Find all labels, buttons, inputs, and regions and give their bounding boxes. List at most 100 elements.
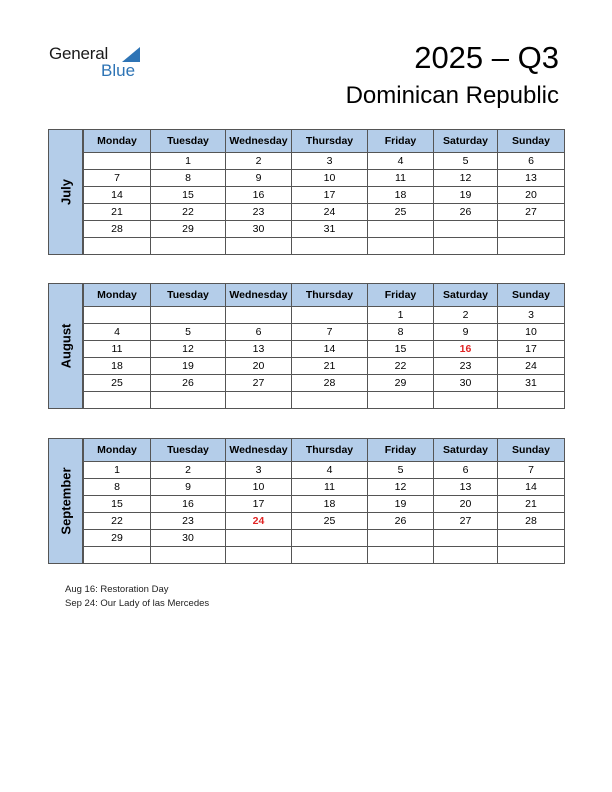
weekday-header: Saturday <box>433 129 498 153</box>
weekday-header-row: Monday Tuesday Wednesday Thursday Friday Satu… <box>83 438 565 462</box>
weekday-header-row: Monday Tuesday Wednesday Thursday Friday Satu… <box>83 283 565 307</box>
day-cell <box>497 546 565 564</box>
day-cell: 15 <box>150 186 226 204</box>
day-cell: 25 <box>367 203 434 221</box>
day-cell: 10 <box>225 478 292 496</box>
day-cell <box>83 237 151 255</box>
weekday-header: Monday <box>83 129 151 153</box>
weekday-header: Friday <box>367 438 434 462</box>
day-cell <box>83 391 151 409</box>
day-cell: 13 <box>433 478 498 496</box>
day-cell: 8 <box>367 323 434 341</box>
day-cell <box>433 529 498 547</box>
day-cell: 11 <box>83 340 151 358</box>
day-cell: 14 <box>497 478 565 496</box>
day-cell: 20 <box>225 357 292 375</box>
page-title: 2025 – Q3 <box>414 40 559 75</box>
week-row: 4 5 6 7 8 9 10 <box>83 323 565 341</box>
day-cell <box>291 546 368 564</box>
week-row: 14 15 16 17 18 19 20 <box>83 186 565 204</box>
day-cell: 17 <box>291 186 368 204</box>
day-cell: 14 <box>291 340 368 358</box>
holiday-day-cell: 24 <box>225 512 292 530</box>
week-row: 21 22 23 24 25 26 27 <box>83 203 565 221</box>
day-cell <box>291 237 368 255</box>
day-cell: 18 <box>83 357 151 375</box>
day-cell <box>83 546 151 564</box>
day-cell: 15 <box>83 495 151 513</box>
day-cell: 4 <box>291 461 368 479</box>
day-cell: 21 <box>497 495 565 513</box>
week-row: 15 16 17 18 19 20 21 <box>83 495 565 513</box>
day-cell: 7 <box>291 323 368 341</box>
weekday-header: Thursday <box>291 129 368 153</box>
day-cell: 20 <box>433 495 498 513</box>
weekday-header: Monday <box>83 438 151 462</box>
day-cell: 3 <box>497 306 565 324</box>
day-cell <box>367 391 434 409</box>
day-cell: 13 <box>225 340 292 358</box>
holiday-note: Aug 16: Restoration Day <box>65 584 169 595</box>
day-cell <box>433 237 498 255</box>
week-row <box>83 546 565 564</box>
holiday-notes: Aug 16: Restoration Day Sep 24: Our Lady… <box>65 583 209 611</box>
generalblue-logo: General Blue <box>49 44 149 84</box>
country-name: Dominican Republic <box>345 82 559 109</box>
week-row: 18 19 20 21 22 23 24 <box>83 357 565 375</box>
day-cell: 28 <box>497 512 565 530</box>
weekday-header: Thursday <box>291 283 368 307</box>
calendar-table: Monday Tuesday Wednesday Thursday Friday Satu… <box>83 129 565 255</box>
day-cell: 1 <box>83 461 151 479</box>
day-cell: 24 <box>497 357 565 375</box>
day-cell: 30 <box>150 529 226 547</box>
weekday-header-row: Monday Tuesday Wednesday Thursday Friday Satu… <box>83 129 565 153</box>
day-cell: 6 <box>497 152 565 170</box>
day-cell: 15 <box>367 340 434 358</box>
week-row: 8 9 10 11 12 13 14 <box>83 478 565 496</box>
day-cell <box>150 391 226 409</box>
weekday-header: Tuesday <box>150 129 226 153</box>
day-cell: 3 <box>225 461 292 479</box>
weekday-header: Sunday <box>497 129 565 153</box>
day-cell: 3 <box>291 152 368 170</box>
day-cell <box>225 391 292 409</box>
day-cell <box>150 237 226 255</box>
week-row: 25 26 27 28 29 30 31 <box>83 374 565 392</box>
day-cell: 10 <box>497 323 565 341</box>
day-cell: 23 <box>225 203 292 221</box>
day-cell: 30 <box>433 374 498 392</box>
week-row <box>83 237 565 255</box>
day-cell: 24 <box>291 203 368 221</box>
day-cell: 18 <box>291 495 368 513</box>
week-row: 28 29 30 31 <box>83 220 565 238</box>
weekday-header: Wednesday <box>225 438 292 462</box>
weekday-header: Friday <box>367 129 434 153</box>
month-label: September <box>48 438 83 564</box>
day-cell: 16 <box>225 186 292 204</box>
day-cell: 17 <box>497 340 565 358</box>
day-cell: 4 <box>83 323 151 341</box>
weekday-header: Tuesday <box>150 438 226 462</box>
day-cell: 10 <box>291 169 368 187</box>
month-label: July <box>48 129 83 255</box>
day-cell: 26 <box>367 512 434 530</box>
day-cell <box>497 391 565 409</box>
calendar-table: Monday Tuesday Wednesday Thursday Friday Satu… <box>83 283 565 409</box>
weekday-header: Saturday <box>433 283 498 307</box>
day-cell <box>291 529 368 547</box>
day-cell: 29 <box>367 374 434 392</box>
day-cell: 22 <box>150 203 226 221</box>
day-cell: 2 <box>225 152 292 170</box>
day-cell <box>497 529 565 547</box>
weekday-header: Wednesday <box>225 283 292 307</box>
day-cell: 11 <box>367 169 434 187</box>
day-cell: 11 <box>291 478 368 496</box>
day-cell: 9 <box>433 323 498 341</box>
day-cell: 19 <box>367 495 434 513</box>
day-cell <box>497 220 565 238</box>
day-cell: 6 <box>433 461 498 479</box>
day-cell: 22 <box>367 357 434 375</box>
week-row <box>83 391 565 409</box>
weekday-header: Saturday <box>433 438 498 462</box>
day-cell: 16 <box>150 495 226 513</box>
